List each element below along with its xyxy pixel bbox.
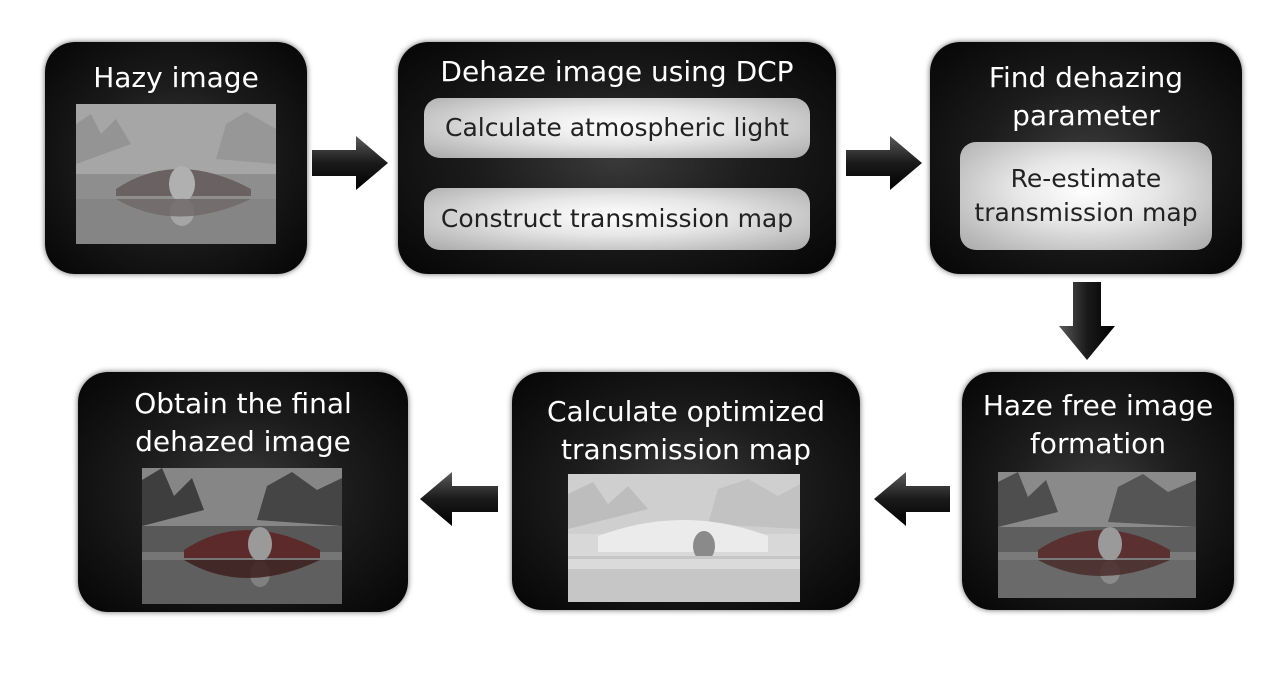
hazy-photo [76,104,276,244]
find-parameter-title-line2: parameter [1012,99,1160,132]
re-estimate-line2: transmission map [974,198,1198,227]
calculate-atmospheric-light-step: Calculate atmospheric light [424,98,810,158]
final-dehazed-image-box: Obtain the final dehazed image [78,372,408,612]
arrow-left-icon [420,472,498,526]
find-parameter-title-line1: Find dehazing [988,61,1184,94]
transmission-map-photo [568,474,800,602]
arrow-left-icon [874,472,950,526]
optimized-map-title-line2: transmission map [561,433,811,466]
optimized-transmission-map-box: Calculate optimized transmission map [512,372,860,610]
dehaze-dcp-box: Dehaze image using DCP Calculate atmosph… [398,42,836,274]
hazy-image-box: Hazy image [45,42,307,274]
haze-free-photo [998,472,1196,598]
final-dehazed-photo [142,468,342,604]
final-title-line2: dehazed image [135,425,351,458]
haze-free-title-line2: formation [1029,427,1167,460]
arrow-right-icon [846,136,922,190]
find-dehazing-parameter-box: Find dehazing parameter Re-estimate tran… [930,42,1242,274]
arrow-down-icon [1059,282,1115,360]
optimized-map-title-line1: Calculate optimized [546,395,826,428]
dehaze-dcp-title: Dehaze image using DCP [440,55,794,88]
hazy-image-title: Hazy image [93,61,259,94]
arrow-right-icon [312,136,388,190]
re-estimate-transmission-map-step: Re-estimate transmission map [960,142,1212,250]
final-title-line1: Obtain the final [134,387,352,420]
construct-transmission-map-step: Construct transmission map [424,188,810,250]
haze-free-title-line1: Haze free image [982,389,1214,422]
haze-free-image-box: Haze free image formation [962,372,1234,610]
re-estimate-line1: Re-estimate [1010,164,1162,193]
